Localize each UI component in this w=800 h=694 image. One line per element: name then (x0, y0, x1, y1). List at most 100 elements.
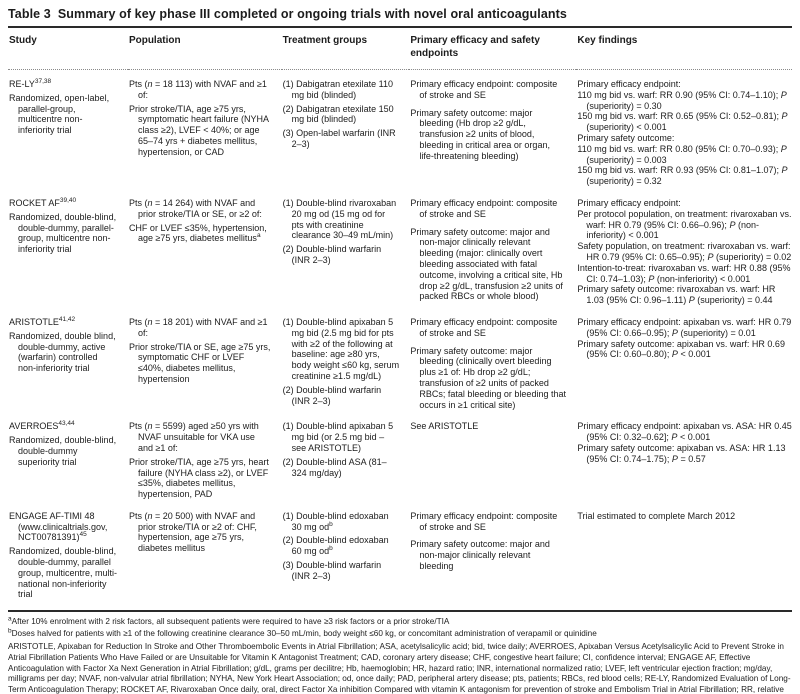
cell-paragraph: Randomized, double-blind, double-dummy, … (9, 211, 117, 255)
table-row: ENGAGE AF-TIMI 48 (www.clinicaltrials.go… (8, 502, 792, 611)
footnote: bDoses halved for patients with ≥1 of th… (8, 627, 597, 639)
column-header: Study (8, 27, 128, 70)
cell-paragraph: 150 mg bid vs. warf: RR 0.93 (95% CI: 0.… (577, 165, 788, 187)
cell-population: Pts (n = 5599) aged ≥50 yrs with NVAF un… (128, 412, 282, 502)
cell-paragraph: 110 mg bid vs. warf: RR 0.90 (95% CI: 0.… (577, 89, 787, 111)
cell-paragraph: (2) Double-blind edoxaban 60 mg odb (282, 535, 389, 557)
cell-paragraph: Primary safety outcome: major bleeding (… (410, 107, 550, 161)
table-body: RE-LY37,38 Randomized, open-label, parall… (8, 70, 792, 612)
column-header: Population (127, 27, 282, 70)
cell-endpoints: Primary efficacy endpoint: composite of … (409, 308, 576, 412)
cell-findings: Primary efficacy endpoint: apixaban vs. … (576, 412, 792, 502)
table-number: Table 3 (8, 7, 51, 21)
cell-paragraph: ARISTOTLE41,42 (9, 315, 76, 327)
cell-endpoints: See ARISTOTLE (409, 412, 576, 502)
cell-paragraph: Randomized, double-blind, double-dummy s… (9, 435, 117, 467)
cell-treatment: (1) Dabigatran etexilate 110 mg bid (bli… (282, 70, 410, 189)
cell-paragraph: RE-LY37,38 (9, 78, 52, 89)
cell-paragraph: Primary safety outcome: apixaban vs. ASA… (577, 442, 786, 464)
cell-study: ARISTOTLE41,42 Randomized, double blind, … (8, 308, 128, 412)
cell-paragraph: Primary efficacy endpoint: composite of … (410, 79, 558, 100)
cell-study: ROCKET AF39,40 Randomized, double-blind, … (8, 189, 128, 308)
cell-endpoints: Primary efficacy endpoint: composite of … (409, 189, 576, 308)
cell-findings: Primary efficacy endpoint: 110 mg bid vs.… (576, 70, 792, 189)
cell-findings: Primary efficacy endpoint: Per protocol p… (576, 189, 792, 308)
cell-paragraph: Safety population, on treatment: rivarox… (577, 241, 792, 262)
cell-study: AVERROES43,44 Randomized, double-blind, d… (8, 412, 128, 502)
cell-paragraph: Primary safety outcome: major bleeding (… (410, 345, 566, 410)
table-title: Table 3 Summary of key phase III complete… (8, 7, 792, 21)
cell-paragraph: (1) Double-blind rivaroxaban 20 mg od (1… (282, 197, 397, 241)
cell-paragraph: Randomized, double-blind, double-dummy, … (9, 546, 118, 600)
cell-paragraph: Pts (n = 20 500) with NVAF and prior str… (128, 510, 257, 554)
cell-paragraph: Primary safety outcome: (577, 132, 675, 143)
cell-paragraph: Primary safety outcome: major and non-ma… (410, 539, 550, 572)
cell-paragraph: Intention-to-treat: rivaroxaban vs. warf… (577, 262, 791, 284)
cell-treatment: (1) Double-blind rivaroxaban 20 mg od (1… (282, 189, 410, 308)
table-row: RE-LY37,38 Randomized, open-label, parall… (8, 70, 792, 189)
cell-paragraph: Prior stroke/TIA, age ≥75 yrs, heart fai… (128, 456, 269, 500)
cell-paragraph: Pts (n = 14 264) with NVAF and prior str… (128, 197, 262, 219)
cell-treatment: (1) Double-blind edoxaban 30 mg odb (2) D… (282, 502, 410, 611)
cell-paragraph: Prior stroke/TIA or SE, age ≥75 yrs, sym… (128, 341, 271, 384)
cell-population: Pts (n = 18 113) with NVAF and ≥1 of: Pri… (128, 70, 282, 189)
cell-paragraph: Primary efficacy endpoint: composite of … (410, 316, 558, 338)
cell-paragraph: Primary efficacy endpoint: (577, 79, 681, 89)
column-header: Primary efficacy and safety endpoints (409, 27, 577, 70)
cell-study: ENGAGE AF-TIMI 48 (www.clinicaltrials.go… (8, 502, 128, 611)
cell-paragraph: Per protocol population, on treatment: r… (577, 208, 792, 241)
cell-paragraph: Primary safety outcome: apixaban vs. war… (577, 338, 785, 360)
cell-paragraph: 110 mg bid vs. warf: RR 0.80 (95% CI: 0.… (577, 143, 787, 165)
cell-paragraph: (1) Double-blind apixaban 5 mg bid (or 2… (282, 421, 394, 453)
table-row: AVERROES43,44 Randomized, double-blind, d… (8, 412, 792, 502)
cell-paragraph: Primary efficacy endpoint: composite of … (410, 197, 558, 219)
cell-paragraph: (3) Double-blind warfarin (INR 2–3) (282, 560, 382, 581)
cell-paragraph: Primary efficacy endpoint: composite of … (410, 510, 558, 532)
cell-population: Pts (n = 18 201) with NVAF and ≥1 of: Pri… (128, 308, 282, 412)
cell-findings: Trial estimated to complete March 2012 (576, 502, 792, 611)
cell-paragraph: (2) Double-blind warfarin (INR 2–3) (282, 244, 382, 265)
cell-paragraph: Primary efficacy endpoint: (577, 197, 681, 208)
cell-treatment: (1) Double-blind apixaban 5 mg bid (2.5 … (282, 308, 410, 412)
cell-treatment: (1) Double-blind apixaban 5 mg bid (or 2… (282, 412, 410, 502)
cell-paragraph: Primary safety outcome: major and non-ma… (410, 226, 563, 302)
cell-paragraph: ENGAGE AF-TIMI 48 (www.clinicaltrials.go… (9, 510, 108, 543)
cell-population: Pts (n = 14 264) with NVAF and prior str… (128, 189, 282, 308)
cell-endpoints: Primary efficacy endpoint: composite of … (409, 70, 576, 189)
table-header-row: Study Population Treatment groups Primary e… (8, 27, 792, 70)
cell-paragraph: (1) Double-blind edoxaban 30 mg odb (282, 510, 389, 532)
cell-study: RE-LY37,38 Randomized, open-label, parall… (8, 70, 128, 189)
table-caption: Summary of key phase III completed or on… (57, 7, 567, 21)
cell-population: Pts (n = 20 500) with NVAF and prior str… (128, 502, 282, 611)
table-row: ARISTOTLE41,42 Randomized, double blind, … (8, 308, 792, 412)
abbreviations-note: ARISTOTLE, Apixaban for Reduction In Str… (8, 641, 791, 694)
cell-paragraph: Trial estimated to complete March 2012 (577, 510, 736, 521)
cell-paragraph: Prior stroke/TIA, age ≥75 yrs, symptomat… (128, 103, 269, 157)
cell-paragraph: Pts (n = 5599) aged ≥50 yrs with NVAF un… (128, 421, 259, 453)
cell-paragraph: Primary efficacy endpoint: apixaban vs. … (577, 421, 792, 443)
column-header: Key findings (576, 27, 792, 70)
cell-paragraph: Randomized, double blind, double-dummy, … (9, 330, 116, 374)
cell-paragraph: Primary safety outcome: rivaroxaban vs. … (577, 284, 776, 306)
cell-paragraph: (2) Double-blind ASA (81–324 mg/day) (282, 456, 387, 478)
cell-paragraph: Primary efficacy endpoint: apixaban vs. … (577, 316, 792, 338)
footnote: aAfter 10% enrolment with 2 risk factors… (8, 615, 450, 627)
cell-endpoints: Primary efficacy endpoint: composite of … (409, 502, 576, 611)
cell-paragraph: CHF or LVEF ≤35%, hypertension, age ≥75 … (128, 222, 267, 244)
trials-table: Study Population Treatment groups Primary e… (8, 26, 792, 613)
cell-paragraph: (1) Double-blind apixaban 5 mg bid (2.5 … (282, 316, 400, 381)
table-row: ROCKET AF39,40 Randomized, double-blind, … (8, 189, 792, 308)
cell-paragraph: (2) Dabigatran etexilate 150 mg bid (bli… (282, 103, 394, 125)
cell-paragraph: (1) Dabigatran etexilate 110 mg bid (bli… (282, 79, 393, 100)
cell-paragraph: (3) Open-label warfarin (INR 2–3) (282, 128, 396, 149)
column-header: Treatment groups (281, 27, 410, 70)
cell-paragraph: 150 mg bid vs. warf: RR 0.65 (95% CI: 0.… (577, 111, 788, 133)
cell-paragraph: Randomized, open-label, parallel-group, … (9, 92, 110, 136)
cell-paragraph: AVERROES43,44 (9, 420, 75, 432)
cell-paragraph: See ARISTOTLE (410, 421, 479, 432)
footnotes: aAfter 10% enrolment with 2 risk factors… (8, 615, 792, 694)
cell-paragraph: (2) Double-blind warfarin (INR 2–3) (282, 384, 382, 406)
cell-findings: Primary efficacy endpoint: apixaban vs. … (576, 308, 792, 412)
cell-paragraph: Pts (n = 18 201) with NVAF and ≥1 of: (128, 316, 268, 338)
